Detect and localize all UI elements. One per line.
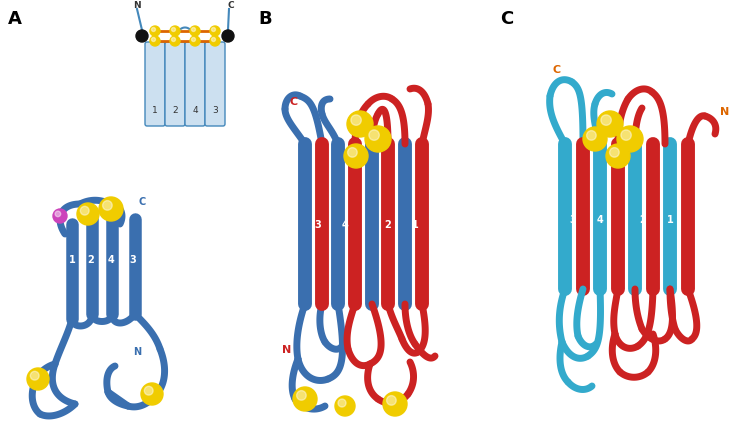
Circle shape	[192, 39, 195, 43]
Circle shape	[55, 212, 60, 217]
Circle shape	[347, 112, 373, 138]
Circle shape	[136, 31, 148, 43]
Circle shape	[386, 396, 396, 405]
Circle shape	[601, 115, 611, 126]
Text: 3: 3	[570, 214, 577, 224]
Circle shape	[335, 396, 355, 416]
Circle shape	[172, 39, 175, 43]
Circle shape	[144, 386, 153, 395]
Circle shape	[103, 201, 112, 211]
Circle shape	[31, 372, 39, 380]
Circle shape	[190, 27, 200, 37]
Text: N: N	[282, 344, 291, 354]
Circle shape	[293, 387, 317, 411]
Text: 2: 2	[385, 220, 392, 230]
Circle shape	[170, 27, 180, 37]
Text: C: C	[553, 65, 561, 75]
Circle shape	[141, 383, 163, 405]
Text: 1: 1	[667, 214, 674, 224]
Text: N: N	[133, 1, 141, 10]
Circle shape	[172, 29, 175, 33]
Circle shape	[27, 368, 49, 390]
Circle shape	[150, 27, 160, 37]
FancyBboxPatch shape	[185, 43, 205, 127]
Text: 4: 4	[342, 220, 348, 230]
Circle shape	[606, 145, 630, 169]
Text: 4: 4	[597, 214, 604, 224]
Circle shape	[369, 131, 379, 141]
Circle shape	[597, 112, 623, 138]
Text: C: C	[500, 10, 513, 28]
Circle shape	[81, 207, 89, 216]
Circle shape	[99, 197, 123, 221]
Circle shape	[190, 37, 200, 47]
Circle shape	[170, 37, 180, 47]
Text: 3: 3	[130, 254, 137, 264]
Text: C: C	[290, 97, 298, 107]
Circle shape	[212, 39, 216, 43]
Text: 2: 2	[172, 106, 178, 115]
Circle shape	[351, 115, 361, 126]
Text: C: C	[227, 1, 233, 10]
Circle shape	[365, 127, 391, 153]
Circle shape	[348, 148, 357, 158]
Circle shape	[621, 131, 631, 141]
FancyBboxPatch shape	[145, 43, 165, 127]
Text: N: N	[133, 346, 141, 356]
FancyBboxPatch shape	[205, 43, 225, 127]
Circle shape	[210, 37, 220, 47]
Circle shape	[77, 204, 99, 226]
Text: A: A	[8, 10, 22, 28]
Circle shape	[338, 399, 346, 407]
Text: B: B	[258, 10, 272, 28]
Text: 2: 2	[639, 214, 646, 224]
Text: 4: 4	[107, 254, 114, 264]
Circle shape	[151, 29, 155, 33]
Circle shape	[344, 145, 368, 169]
Circle shape	[297, 391, 306, 400]
FancyBboxPatch shape	[165, 43, 185, 127]
Circle shape	[583, 128, 607, 151]
Text: C: C	[138, 197, 145, 207]
Circle shape	[586, 132, 596, 141]
Text: 4: 4	[192, 106, 198, 115]
Circle shape	[383, 392, 407, 416]
Circle shape	[53, 210, 67, 224]
Circle shape	[609, 148, 619, 158]
Text: N: N	[720, 107, 730, 117]
Text: 1: 1	[152, 106, 158, 115]
Text: 1: 1	[412, 220, 419, 230]
Text: 3: 3	[315, 220, 322, 230]
Circle shape	[210, 27, 220, 37]
Text: 2: 2	[87, 254, 95, 264]
Circle shape	[192, 29, 195, 33]
Text: 1: 1	[69, 254, 75, 264]
Circle shape	[212, 29, 216, 33]
Circle shape	[222, 31, 234, 43]
Circle shape	[150, 37, 160, 47]
Circle shape	[151, 39, 155, 43]
Circle shape	[617, 127, 643, 153]
Text: 3: 3	[212, 106, 218, 115]
